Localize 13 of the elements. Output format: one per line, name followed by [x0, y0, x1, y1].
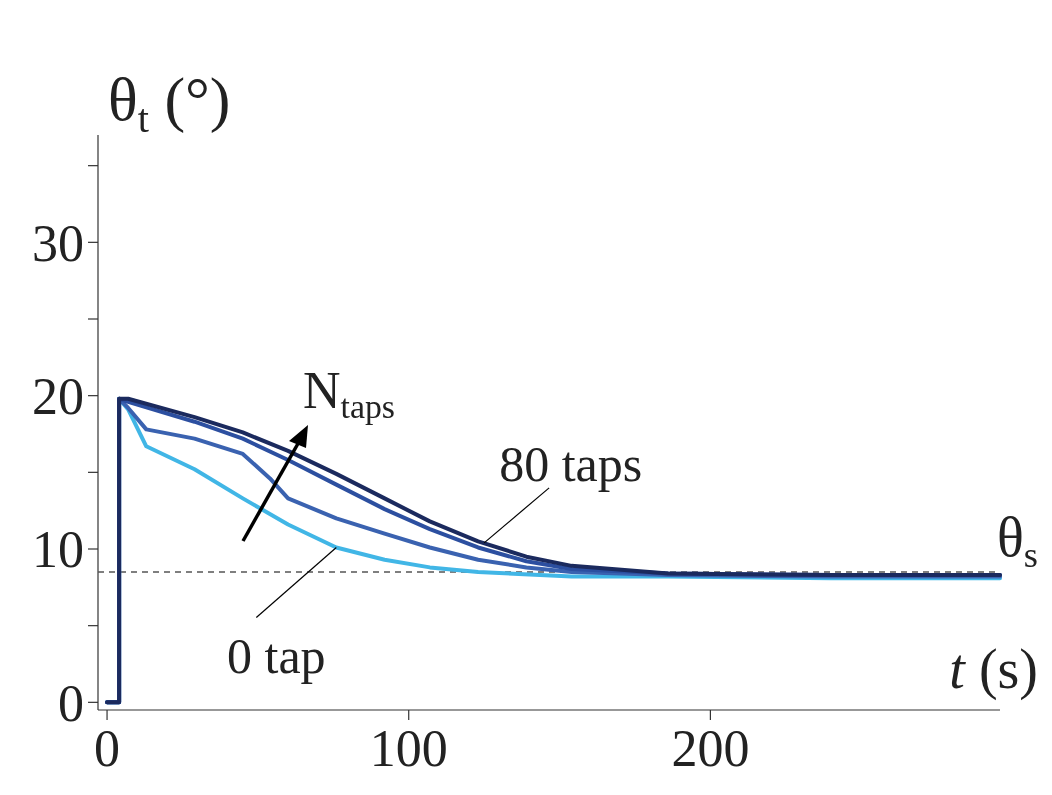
annotation: N$_{taps}$ — [303, 362, 396, 426]
x-tick-label: 200 — [671, 720, 750, 777]
y-axis-title: θ$_{t}$ (°) — [108, 65, 231, 141]
y-tick-label: 20 — [32, 367, 84, 425]
ref-line-label: θ$_{s}$ — [997, 506, 1038, 575]
y-tick-label: 10 — [32, 521, 84, 579]
annotation: 0 tap — [227, 628, 326, 685]
y-tick-label: 0 — [58, 674, 84, 732]
y-tick-label: 30 — [32, 214, 84, 272]
annotation: 80 taps — [499, 435, 643, 492]
x-tick-label: 0 — [94, 720, 121, 777]
x-axis-title: t (s) — [949, 638, 1038, 701]
x-tick-label: 100 — [369, 720, 448, 777]
